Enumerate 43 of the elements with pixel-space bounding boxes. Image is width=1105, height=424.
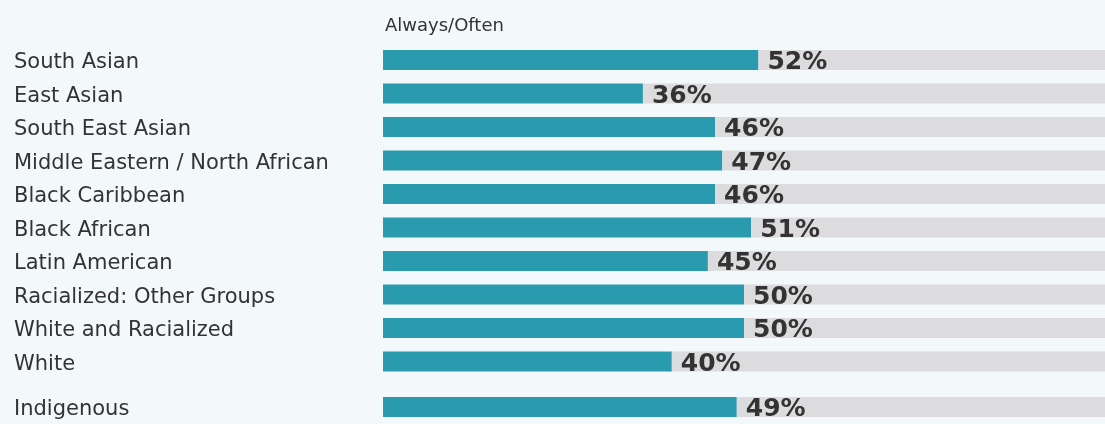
bar <box>383 351 672 372</box>
bar <box>383 50 759 70</box>
bar <box>383 184 716 204</box>
bar <box>707 251 1105 271</box>
bar <box>671 351 1105 372</box>
data-label: 50% <box>753 280 813 310</box>
bar <box>751 217 1105 238</box>
y-tick-label: Black Caribbean <box>14 183 186 207</box>
data-label: 36% <box>651 79 712 109</box>
data-label: 40% <box>680 347 741 377</box>
y-tick-label: South Asian <box>14 49 140 73</box>
data-label: 46% <box>724 113 784 142</box>
y-tick-label: White and Racialized <box>14 317 235 341</box>
data-label: 47% <box>731 146 792 176</box>
data-label: 45% <box>716 247 777 276</box>
y-tick-label: White <box>14 350 76 375</box>
bar <box>722 150 1105 171</box>
bar <box>383 251 708 271</box>
bar <box>383 83 643 104</box>
data-label: 52% <box>767 46 828 75</box>
y-tick-label: South East Asian <box>14 116 192 140</box>
y-tick-label: East Asian <box>14 82 124 107</box>
bar <box>383 217 752 238</box>
y-tick-label: Indigenous <box>14 396 130 420</box>
chart-subtitle: Always/Often <box>385 14 504 35</box>
y-tick-label: Racialized: Other Groups <box>14 283 276 308</box>
bar <box>715 184 1105 204</box>
y-tick-label: Middle Eastern / North African <box>14 149 329 174</box>
data-label: 51% <box>760 213 821 243</box>
bar <box>383 318 744 338</box>
data-label: 46% <box>724 180 784 209</box>
bar <box>642 83 1105 104</box>
bar <box>383 150 723 171</box>
bar <box>744 318 1105 338</box>
bar <box>715 117 1105 137</box>
y-tick-label: Black African <box>14 216 151 241</box>
data-label: 50% <box>753 314 813 343</box>
bar <box>744 284 1105 305</box>
bar <box>383 117 716 137</box>
bar <box>383 284 744 305</box>
y-tick-label: Latin American <box>14 250 173 274</box>
data-label: 49% <box>745 393 806 422</box>
bar <box>758 50 1105 70</box>
